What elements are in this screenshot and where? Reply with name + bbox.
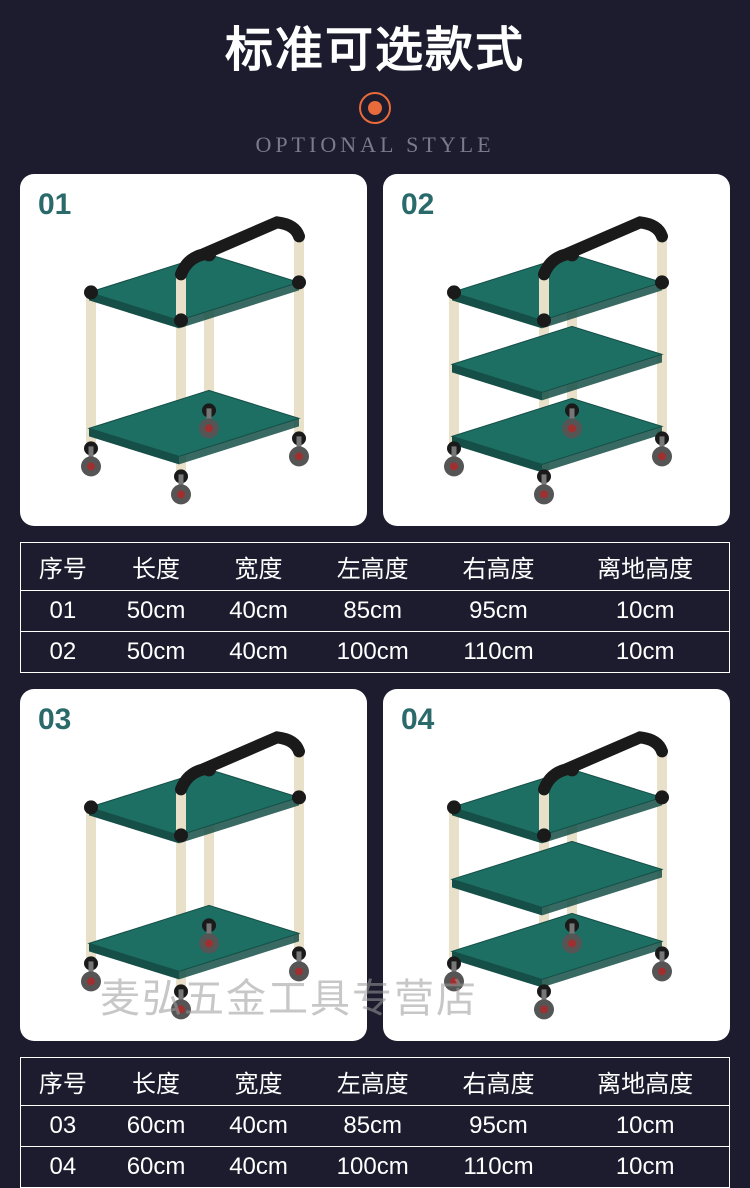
table-cell: 40cm bbox=[207, 591, 309, 632]
spec-table: 序号长度宽度左高度右高度离地高度0360cm40cm85cm95cm10cm04… bbox=[20, 1057, 730, 1188]
table-cell: 85cm bbox=[310, 591, 436, 632]
table-cell: 10cm bbox=[561, 632, 729, 673]
table-header: 左高度 bbox=[310, 543, 436, 591]
table-cell: 40cm bbox=[207, 1147, 309, 1188]
table-cell: 02 bbox=[21, 632, 105, 673]
table-cell: 95cm bbox=[436, 591, 562, 632]
card-row: 03 04 bbox=[0, 673, 750, 1051]
table-cell: 110cm bbox=[436, 1147, 562, 1188]
card-row: 01 02 bbox=[0, 158, 750, 536]
table-cell: 10cm bbox=[561, 591, 729, 632]
table-cell: 04 bbox=[21, 1147, 105, 1188]
table-header: 序号 bbox=[21, 1058, 105, 1106]
accent-orb bbox=[359, 92, 391, 124]
table-row: 0360cm40cm85cm95cm10cm bbox=[21, 1106, 729, 1147]
table-cell: 03 bbox=[21, 1106, 105, 1147]
table-cell: 50cm bbox=[105, 632, 207, 673]
table-header: 宽度 bbox=[207, 543, 309, 591]
table-row: 0460cm40cm100cm110cm10cm bbox=[21, 1147, 729, 1188]
table-cell: 50cm bbox=[105, 591, 207, 632]
table-header: 长度 bbox=[105, 1058, 207, 1106]
table-cell: 40cm bbox=[207, 1106, 309, 1147]
table-cell: 01 bbox=[21, 591, 105, 632]
page-title: 标准可选款式 bbox=[0, 10, 750, 80]
table-header: 序号 bbox=[21, 543, 105, 591]
table-cell: 40cm bbox=[207, 632, 309, 673]
table-cell: 110cm bbox=[436, 632, 562, 673]
style-card: 04 bbox=[383, 689, 730, 1041]
page-subtitle: OPTIONAL STYLE bbox=[0, 132, 750, 158]
table-cell: 100cm bbox=[310, 632, 436, 673]
table-cell: 85cm bbox=[310, 1106, 436, 1147]
table-cell: 100cm bbox=[310, 1147, 436, 1188]
table-cell: 60cm bbox=[105, 1147, 207, 1188]
style-card: 02 bbox=[383, 174, 730, 526]
spec-table: 序号长度宽度左高度右高度离地高度0150cm40cm85cm95cm10cm02… bbox=[20, 542, 730, 673]
table-cell: 95cm bbox=[436, 1106, 562, 1147]
table-header: 右高度 bbox=[436, 543, 562, 591]
table-header: 离地高度 bbox=[561, 1058, 729, 1106]
table-cell: 60cm bbox=[105, 1106, 207, 1147]
table-cell: 10cm bbox=[561, 1106, 729, 1147]
table-header: 宽度 bbox=[207, 1058, 309, 1106]
style-card: 03 bbox=[20, 689, 367, 1041]
style-card: 01 bbox=[20, 174, 367, 526]
header: 标准可选款式 OPTIONAL STYLE bbox=[0, 0, 750, 158]
table-header: 左高度 bbox=[310, 1058, 436, 1106]
table-row: 0250cm40cm100cm110cm10cm bbox=[21, 632, 729, 673]
table-cell: 10cm bbox=[561, 1147, 729, 1188]
table-header: 离地高度 bbox=[561, 543, 729, 591]
table-header: 右高度 bbox=[436, 1058, 562, 1106]
table-header: 长度 bbox=[105, 543, 207, 591]
table-row: 0150cm40cm85cm95cm10cm bbox=[21, 591, 729, 632]
